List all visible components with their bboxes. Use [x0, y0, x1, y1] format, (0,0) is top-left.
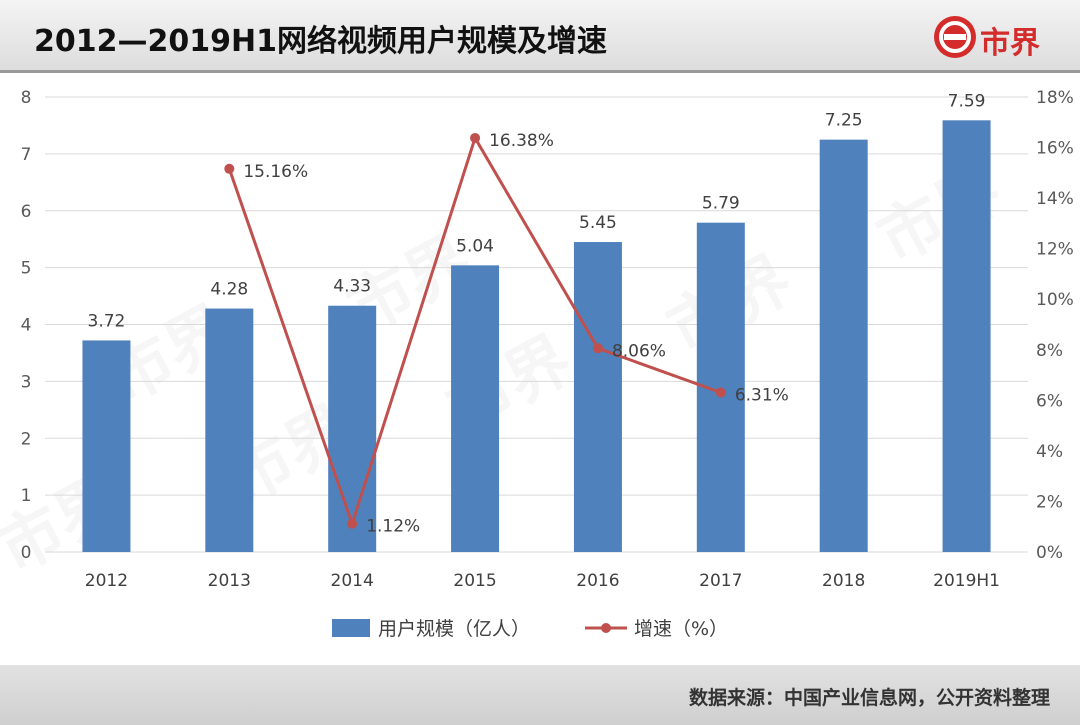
growth-data-label: 15.16%	[243, 162, 308, 182]
page-title: 2012—2019H1网络视频用户规模及增速	[34, 24, 607, 59]
growth-point	[715, 387, 726, 398]
legend: 用户规模（亿人） 增速（%）	[332, 618, 728, 640]
bar-data-label: 7.59	[948, 91, 986, 111]
header-bar: 2012—2019H1网络视频用户规模及增速 市界	[0, 0, 1080, 72]
bar	[328, 305, 377, 552]
x-tick-label: 2015	[453, 571, 496, 591]
bar	[82, 340, 131, 552]
footer-bar: 数据来源：中国产业信息网，公开资料整理	[0, 665, 1080, 725]
bar-data-label: 5.79	[702, 194, 740, 214]
logo-icon	[934, 16, 976, 58]
growth-data-label: 8.06%	[612, 341, 666, 361]
y-right-tick-label: 2%	[1036, 492, 1063, 512]
bar	[205, 308, 254, 552]
x-tick-label: 2014	[331, 571, 374, 591]
y-left-tick-label: 4	[21, 316, 32, 336]
y-right-tick-label: 6%	[1036, 391, 1063, 411]
growth-point	[347, 518, 358, 529]
bar	[451, 265, 500, 552]
y-left-tick-label: 5	[21, 259, 32, 279]
growth-data-label: 16.38%	[489, 131, 554, 151]
y-left-tick-label: 1	[21, 486, 32, 506]
bar	[573, 242, 622, 552]
growth-point	[470, 132, 481, 143]
legend-bar-label: 用户规模（亿人）	[378, 618, 530, 640]
x-tick-label: 2012	[85, 571, 128, 591]
legend-line-marker	[601, 623, 611, 633]
y-right-tick-label: 18%	[1036, 88, 1074, 108]
y-right-tick-label: 8%	[1036, 341, 1063, 361]
growth-data-label: 6.31%	[735, 385, 789, 405]
y-left-tick-label: 8	[21, 88, 32, 108]
growth-point	[224, 163, 235, 174]
y-right-tick-label: 4%	[1036, 442, 1063, 462]
x-tick-label: 2018	[822, 571, 865, 591]
bar-data-label: 7.25	[825, 111, 863, 131]
axes: 0 1 2 3 4 5 6 7 8 0% 2% 4% 6% 8% 10% 12% 14% 16% 18% 2012 20…	[21, 88, 1074, 591]
y-left-tick-label: 2	[21, 429, 32, 449]
legend-line-label: 增速（%）	[634, 618, 728, 640]
growth-point	[592, 343, 603, 354]
growth-data-label: 1.12%	[366, 517, 420, 537]
bar-series: 3.72 4.28 4.33 5.04 5.45 5.79 7.25 7.59	[82, 91, 991, 552]
x-tick-label: 2017	[699, 571, 742, 591]
watermark-text: 市界	[866, 153, 1014, 278]
header-divider	[0, 70, 1080, 73]
legend-bar-swatch	[332, 619, 370, 637]
logo-text: 市界	[980, 26, 1040, 61]
bar-data-label: 3.72	[88, 311, 126, 331]
bar	[942, 120, 991, 552]
bar-data-label: 5.04	[456, 236, 494, 256]
bar-data-label: 5.45	[579, 213, 617, 233]
y-right-tick-label: 0%	[1036, 543, 1063, 563]
bar-data-label: 4.33	[333, 277, 371, 297]
x-tick-label: 2019H1	[933, 571, 1000, 591]
y-left-tick-label: 0	[21, 543, 32, 563]
bar-data-label: 4.28	[210, 280, 248, 300]
y-left-tick-label: 6	[21, 202, 32, 222]
y-left-tick-label: 7	[21, 145, 32, 165]
y-right-tick-label: 12%	[1036, 240, 1074, 260]
y-right-tick-label: 16%	[1036, 139, 1074, 159]
y-left-tick-label: 3	[21, 372, 32, 392]
bar	[819, 139, 868, 552]
line-series: 15.16% 1.12% 16.38% 8.06% 6.31%	[224, 131, 789, 537]
y-right-tick-label: 14%	[1036, 189, 1074, 209]
data-source: 数据来源：中国产业信息网，公开资料整理	[688, 687, 1050, 709]
y-right-tick-label: 10%	[1036, 290, 1074, 310]
brand-logo: 市界	[932, 12, 1062, 62]
x-tick-label: 2016	[576, 571, 619, 591]
gridlines	[45, 96, 1028, 553]
x-tick-label: 2013	[208, 571, 251, 591]
